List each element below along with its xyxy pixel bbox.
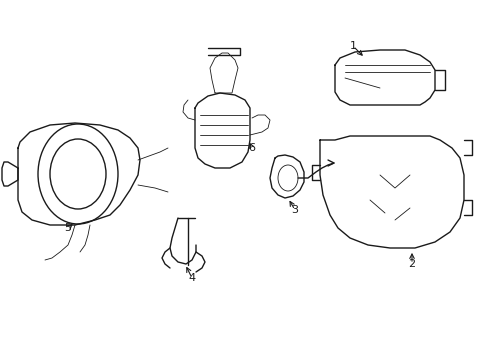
Text: 2: 2 <box>407 259 415 269</box>
Text: 3: 3 <box>291 205 298 215</box>
Text: 5: 5 <box>64 223 71 233</box>
Text: 6: 6 <box>248 143 255 153</box>
Text: 1: 1 <box>349 41 356 51</box>
Text: 4: 4 <box>188 273 195 283</box>
